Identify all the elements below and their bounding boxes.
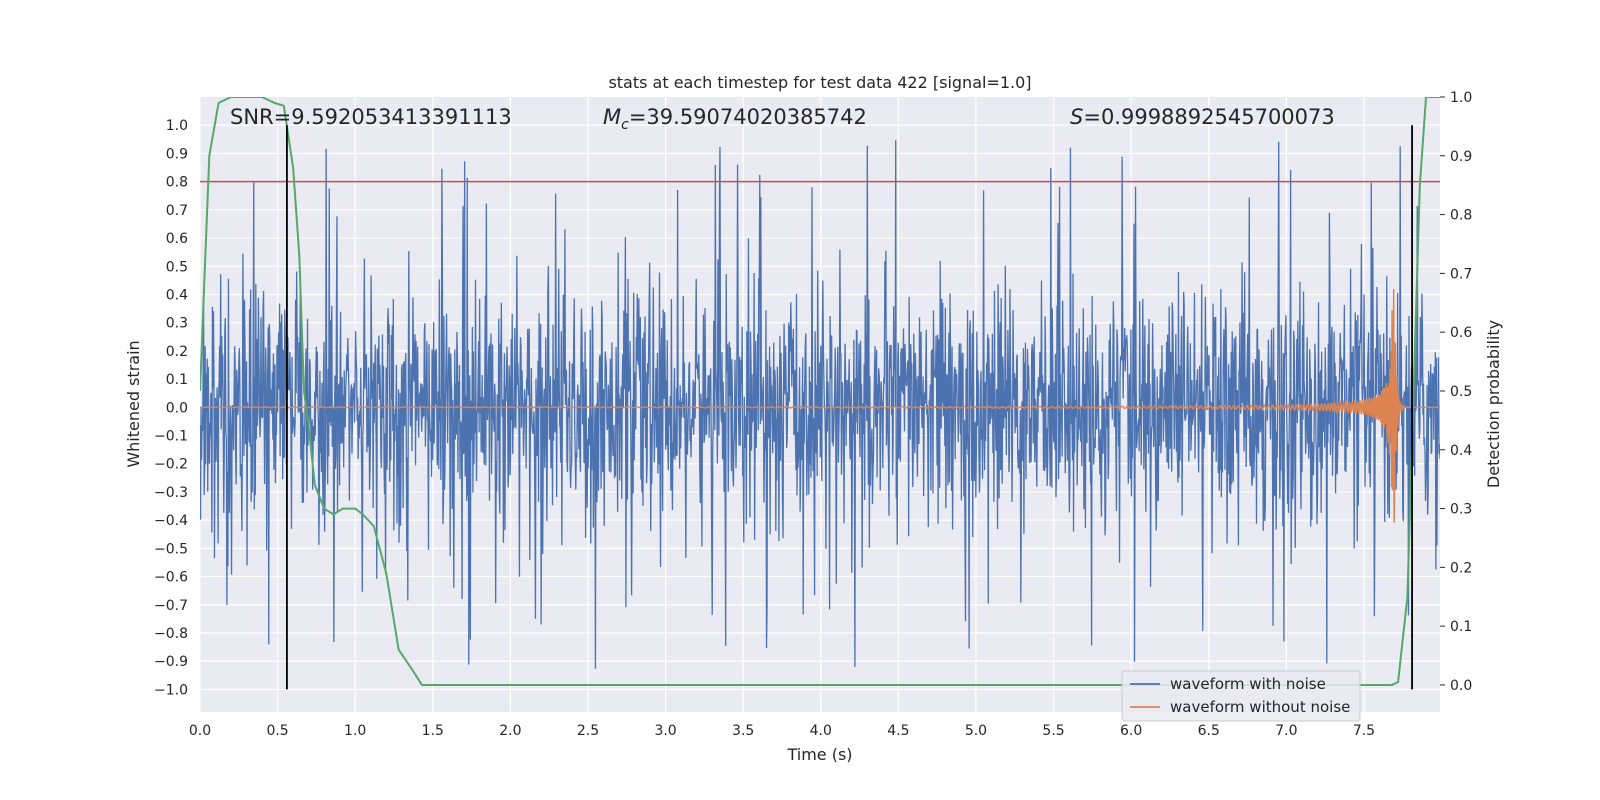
- right-y-tick-label: 0.7: [1450, 266, 1472, 282]
- right-y-tick-label: 1.0: [1450, 90, 1472, 106]
- x-tick-label: 3.0: [654, 723, 676, 739]
- snr-annotation: SNR=9.592053413391113: [230, 105, 512, 129]
- x-tick-label: 0.0: [189, 723, 211, 739]
- left-y-tick-label: −0.3: [154, 485, 188, 501]
- chirp-line: [200, 289, 1440, 523]
- vertical-markers: [286, 125, 1413, 690]
- x-tick-label: 7.0: [1275, 723, 1297, 739]
- chirp-mass-symbol: M: [603, 105, 621, 129]
- left-y-axis-label: Whitened strain: [124, 340, 143, 467]
- left-y-tick-label: 0.2: [166, 344, 188, 360]
- left-y-tick-label: 0.4: [166, 287, 188, 303]
- left-y-tick-label: 0.0: [166, 400, 188, 416]
- s-annotation: S=0.9998892545700073: [1070, 105, 1335, 129]
- right-y-tick-label: 0.4: [1450, 443, 1472, 459]
- x-tick-label: 7.5: [1353, 723, 1375, 739]
- legend-box: [1121, 670, 1361, 722]
- x-tick-label: 4.5: [887, 723, 909, 739]
- right-y-tick-label: 0.8: [1450, 208, 1472, 224]
- s-symbol: S: [1070, 105, 1083, 129]
- left-y-tick-label: 0.3: [166, 316, 188, 332]
- x-tick-label: 6.5: [1198, 723, 1220, 739]
- right-y-tick-label: 0.5: [1450, 384, 1472, 400]
- left-y-tick-label: 0.1: [166, 372, 188, 388]
- probability-series: [200, 97, 1440, 686]
- x-axis-label: Time (s): [786, 745, 852, 764]
- right-y-tick-label: 0.2: [1450, 560, 1472, 576]
- left-y-tick-label: 0.6: [166, 231, 188, 247]
- noise-line: [200, 140, 1440, 669]
- left-y-tick-label: 0.7: [166, 203, 188, 219]
- x-tick-label: 5.5: [1042, 723, 1064, 739]
- x-tick-label: 6.0: [1120, 723, 1142, 739]
- left-y-tick-label: 0.9: [166, 146, 188, 162]
- chart-title: stats at each timestep for test data 422…: [608, 73, 1031, 92]
- legend-label-chirp: waveform without noise: [1170, 698, 1350, 716]
- chirp-mass-annotation: Mc=39.59074020385742: [603, 105, 867, 133]
- left-y-tick-label: −0.8: [154, 626, 188, 642]
- chirp-series: [200, 289, 1440, 523]
- x-tick-label: 2.5: [577, 723, 599, 739]
- x-tick-label: 2.0: [499, 723, 521, 739]
- left-y-tick-label: 1.0: [166, 118, 188, 134]
- right-y-axis-ticks: 0.0 0.1 0.2 0.3 0.4 0.5 0.6 0.7 0.8 0.9 1.0: [1440, 90, 1472, 694]
- left-y-tick-label: −0.9: [154, 654, 188, 670]
- right-y-axis-label: Detection probability: [1484, 320, 1503, 488]
- plot-area: [200, 97, 1440, 690]
- right-y-tick-label: 0.3: [1450, 502, 1472, 518]
- right-y-tick-label: 0.1: [1450, 619, 1472, 635]
- left-y-tick-label: −0.5: [154, 541, 188, 557]
- x-tick-label: 4.0: [810, 723, 832, 739]
- chirp-mass-subscript: c: [621, 117, 629, 133]
- left-y-tick-label: 0.5: [166, 259, 188, 275]
- left-y-tick-label: −0.7: [154, 598, 188, 614]
- x-tick-label: 5.0: [965, 723, 987, 739]
- right-y-tick-label: 0.0: [1450, 678, 1472, 694]
- right-y-tick-label: 0.9: [1450, 149, 1472, 165]
- s-value: =0.9998892545700073: [1083, 105, 1334, 129]
- left-y-tick-label: −1.0: [154, 682, 188, 698]
- left-y-tick-label: −0.2: [154, 457, 188, 473]
- noise-series: [200, 140, 1440, 669]
- left-y-tick-label: −0.4: [154, 513, 188, 529]
- x-tick-label: 1.5: [422, 723, 444, 739]
- x-tick-label: 3.5: [732, 723, 754, 739]
- left-y-tick-label: 0.8: [166, 175, 188, 191]
- chirp-mass-value: =39.59074020385742: [629, 105, 867, 129]
- right-y-tick-label: 0.6: [1450, 325, 1472, 341]
- legend-label-noise: waveform with noise: [1170, 675, 1326, 693]
- left-y-tick-label: −0.6: [154, 570, 188, 586]
- left-y-tick-label: −0.1: [154, 429, 188, 445]
- x-axis-ticks: 0.0 0.5 1.0 1.5 2.0 2.5 3.0 3.5 4.0 4.5 5.0 5.5 6.0 6…: [189, 723, 1375, 739]
- legend: waveform with noise waveform without noi…: [1121, 670, 1361, 722]
- x-tick-label: 0.5: [266, 723, 288, 739]
- x-tick-label: 1.0: [344, 723, 366, 739]
- left-y-axis-ticks: −1.0 −0.9 −0.8 −0.7 −0.6 −0.5 −0.4 −0.3 −0.2 −0.1…: [154, 118, 188, 698]
- probability-line: [200, 97, 1440, 686]
